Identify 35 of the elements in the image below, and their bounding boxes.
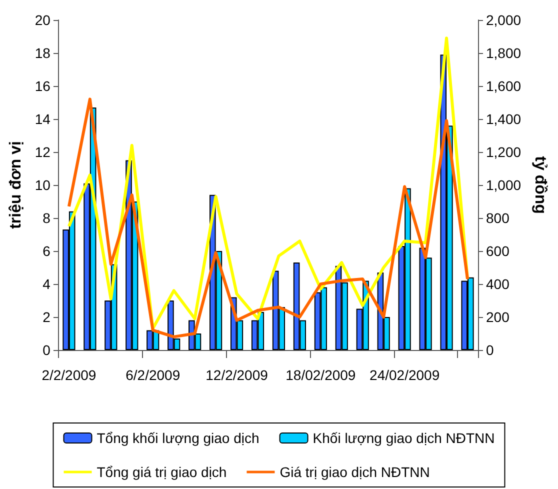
legend-label: Tổng giá trị giao dịch [96, 464, 227, 480]
legend-label: Khối lượng giao dịch NĐTNN [312, 430, 495, 446]
legend-label: Giá trị giao dịch NĐTNN [280, 464, 430, 480]
y-tick-label: 16 [34, 78, 51, 94]
y-tick-label: 18 [34, 45, 51, 61]
y-axis-title: triệu đơn vị [8, 141, 24, 229]
x-tick-label: 12/2/2009 [206, 367, 268, 383]
x-tick-label: 18/02/2009 [286, 367, 356, 383]
x-tick-label: 6/2/2009 [126, 367, 180, 383]
y2-tick-label: 2,000 [486, 12, 522, 28]
y2-tick-label: 0 [486, 342, 494, 358]
y2-tick-label: 600 [486, 243, 510, 259]
line-series [67, 36, 470, 330]
y-tick-label: 0 [42, 342, 51, 358]
line-series [67, 98, 470, 338]
y2-tick-label: 400 [486, 276, 510, 292]
y2-axis-title: tỷ đồng [531, 156, 548, 214]
legend-label: Tổng khối lượng giao dịch [96, 430, 260, 446]
y2-tick-label: 1,000 [486, 177, 522, 193]
y-tick-label: 12 [34, 144, 51, 160]
y2-tick-label: 1,200 [486, 144, 522, 160]
y-tick-label: 14 [34, 111, 51, 127]
y-tick-label: 8 [42, 210, 51, 226]
y2-tick-label: 800 [486, 210, 510, 226]
y2-tick-label: 1,400 [486, 111, 522, 127]
y2-tick-label: 1,800 [486, 45, 522, 61]
y-tick-label: 20 [34, 12, 51, 28]
x-tick-label: 24/02/2009 [370, 367, 440, 383]
y-tick-label: 4 [42, 276, 51, 292]
x-tick-label: 2/2/2009 [42, 367, 96, 383]
y2-tick-label: 1,600 [486, 78, 522, 94]
y2-tick-label: 200 [486, 309, 510, 325]
y-tick-label: 2 [42, 309, 51, 325]
y-tick-label: 10 [34, 177, 51, 193]
y-tick-label: 6 [42, 243, 51, 259]
